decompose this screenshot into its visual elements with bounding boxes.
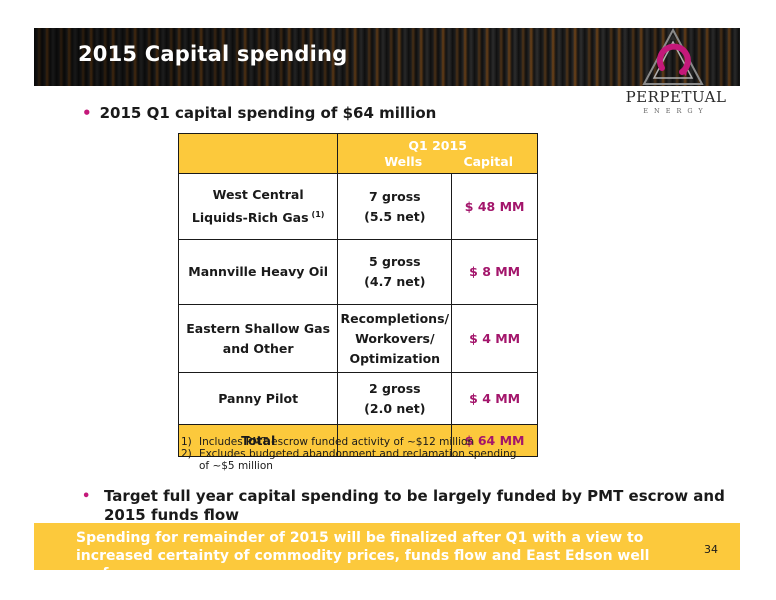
logo-mark-icon <box>642 28 704 85</box>
footnote-number: 2) <box>181 448 192 460</box>
area-name: West Central <box>212 187 304 202</box>
logo-name: PERPETUAL <box>625 88 727 106</box>
footnote-text: Includes PMT escrow funded activity of ~… <box>199 436 475 448</box>
wells-gross: 7 gross <box>368 188 421 204</box>
footnote-text: Excludes budgeted abandonment and reclam… <box>199 448 517 472</box>
area-cell: West Central Liquids-Rich Gas (1) <box>177 173 339 240</box>
capital-spending-table: Q1 2015 Wells Capital West Central Liqui… <box>177 133 538 457</box>
footnotes: 1) Includes PMT escrow funded activity o… <box>181 436 521 472</box>
wells-activity-1: Recompletions/ <box>340 310 450 326</box>
total-capital: $ 64 MM <box>451 424 538 457</box>
area-cell: Eastern Shallow Gas and Other <box>177 304 339 373</box>
capital-cell: $ 48 MM <box>451 173 538 240</box>
callout-text: Spending for remainder of 2015 will be f… <box>76 530 650 582</box>
header-q1-cell: Q1 2015 Wells Capital <box>337 133 538 174</box>
header-group-label: Q1 2015 <box>408 137 467 153</box>
wells-net: (5.5 net) <box>364 208 426 224</box>
area-name-line2: Liquids-Rich Gas <box>191 210 309 225</box>
capital-cell: $ 8 MM <box>451 239 538 305</box>
wells-net: (4.7 net) <box>364 274 426 289</box>
footnote-item: 1) Includes PMT escrow funded activity o… <box>181 436 521 448</box>
capital-cell: $ 4 MM <box>451 372 538 425</box>
header-empty-cell <box>177 133 339 174</box>
header-capital-label: Capital <box>463 153 513 169</box>
bullet-full-year-target: • Target full year capital spending to b… <box>82 487 732 525</box>
area-cell: Panny Pilot <box>177 372 339 425</box>
slide-title: 2015 Capital spending <box>78 42 348 66</box>
wells-cell: Recompletions/ Workovers/ Optimization <box>337 304 453 373</box>
wells-gross: 2 gross <box>368 380 421 396</box>
table-row: Eastern Shallow Gas and Other Recompleti… <box>177 304 538 373</box>
bullet-dot-icon: • <box>82 489 91 504</box>
area-name: Panny Pilot <box>218 390 299 406</box>
footnote-ref: (1) <box>311 210 325 219</box>
total-wells <box>337 424 453 457</box>
footnote-item: 2) Excludes budgeted abandonment and rec… <box>181 448 521 472</box>
table-row: West Central Liquids-Rich Gas (1) 7 gross… <box>177 173 538 240</box>
wells-gross: 5 gross <box>368 254 421 269</box>
table-header-row: Q1 2015 Wells Capital <box>177 133 538 174</box>
title-banner: 2015 Capital spending <box>34 28 740 86</box>
footnote-number: 1) <box>181 436 192 448</box>
table-row: Mannville Heavy Oil 5 gross (4.7 net) $ … <box>177 239 538 305</box>
table-row: Panny Pilot 2 gross (2.0 net) $ 4 MM <box>177 372 538 425</box>
wells-cell: 7 gross (5.5 net) <box>337 173 453 240</box>
area-name-line2: and Other <box>222 340 294 356</box>
wells-cell: 2 gross (2.0 net) <box>337 372 453 425</box>
page-number: 34 <box>704 543 718 556</box>
area-name: Mannville Heavy Oil <box>188 264 329 279</box>
capital-cell: $ 4 MM <box>451 304 538 373</box>
area-cell: Mannville Heavy Oil <box>177 239 339 305</box>
total-label: Total <box>177 424 339 457</box>
callout-bar: Spending for remainder of 2015 will be f… <box>34 523 740 582</box>
header-wells-label: Wells <box>384 153 423 169</box>
company-logo: PERPETUAL ENERGY <box>612 28 742 118</box>
bullet-q1-spending: • 2015 Q1 capital spending of $64 million <box>82 104 436 122</box>
bullet-text: 2015 Q1 capital spending of $64 million <box>99 104 437 122</box>
bullet-text: Target full year capital spending to be … <box>104 487 725 524</box>
wells-activity-2: Workovers/ <box>355 330 435 346</box>
bullet-dot-icon: • <box>82 104 92 122</box>
table-total-row: Total $ 64 MM <box>177 424 538 457</box>
wells-cell: 5 gross (4.7 net) <box>337 239 453 305</box>
wells-activity-3: Optimization <box>349 350 441 366</box>
wells-net: (2.0 net) <box>364 400 426 416</box>
area-name: Eastern Shallow Gas <box>186 320 331 336</box>
logo-subtitle: ENERGY <box>643 107 709 115</box>
